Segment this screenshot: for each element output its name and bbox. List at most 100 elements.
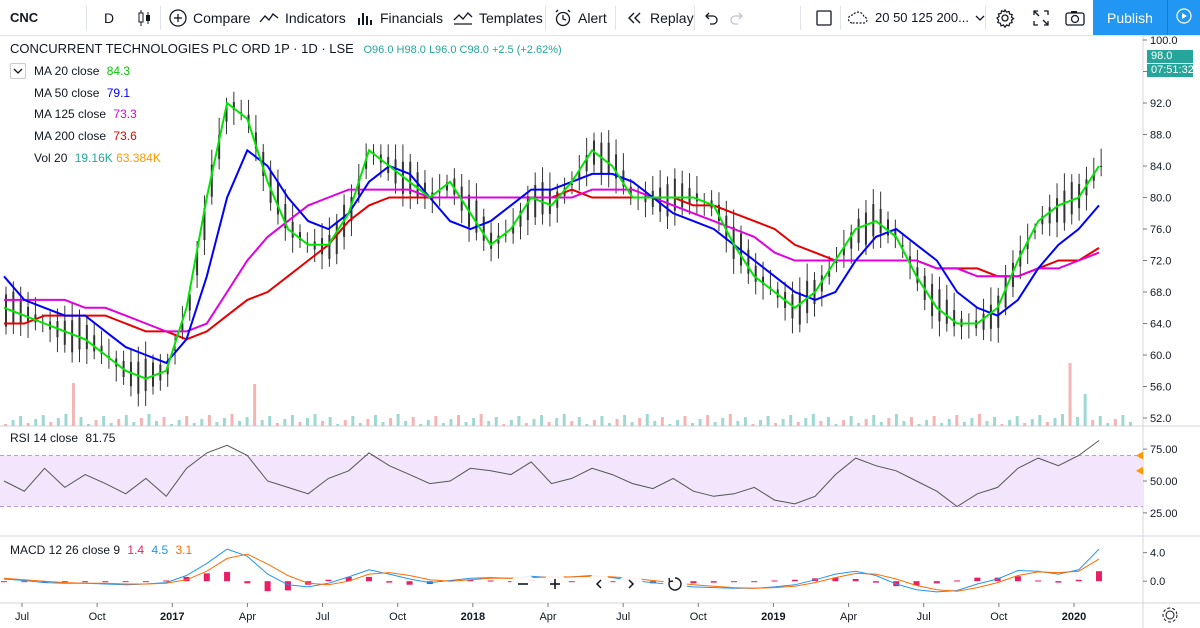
volume-bar	[985, 421, 989, 426]
candle-body	[938, 289, 941, 322]
templates-button[interactable]: Templates	[452, 0, 543, 35]
macd-histogram-bar	[102, 581, 109, 583]
high-value: H98.0	[396, 44, 426, 56]
macd-histogram-bar	[1096, 571, 1102, 582]
candle-body	[548, 189, 551, 214]
candle-body	[982, 313, 985, 330]
financials-button[interactable]: Financials	[355, 0, 443, 35]
replay-button[interactable]: Replay	[625, 0, 694, 35]
symbol-title: CONCURRENT TECHNOLOGIES PLC ORD 1P · 1D …	[10, 41, 354, 56]
legend-ma20[interactable]: MA 20 close 84.3	[34, 64, 130, 78]
open-value: O96.0	[363, 44, 394, 56]
volume-bar	[139, 418, 143, 426]
scroll-left-button[interactable]	[587, 573, 611, 597]
volume-bar	[683, 416, 687, 426]
volume-bar	[26, 423, 30, 426]
volume-bar	[283, 419, 287, 426]
time-axis-label: Oct	[89, 611, 106, 623]
volume-bar	[675, 420, 679, 426]
reset-chart-button[interactable]	[663, 573, 687, 597]
time-axis-label: Jul	[917, 611, 931, 623]
publish-label: Publish	[1107, 9, 1153, 26]
volume-bar	[426, 420, 430, 426]
legend-rsi[interactable]: RSI 14 close 81.75	[10, 431, 115, 445]
volume-bar	[56, 418, 60, 426]
volume-bar	[713, 422, 717, 426]
volume-bar	[736, 421, 740, 426]
legend-ma125[interactable]: MA 125 close 73.3	[34, 107, 137, 121]
volume-bar	[819, 421, 823, 426]
legend-ma50[interactable]: MA 50 close 79.1	[34, 86, 130, 100]
volume-bar	[1008, 420, 1012, 426]
compare-button[interactable]: Compare	[168, 0, 251, 35]
macd-histogram-bar	[731, 581, 737, 583]
ma20-label: MA 20 close	[34, 64, 100, 78]
candle-body	[666, 184, 669, 217]
legend-volume[interactable]: Vol 20 19.16K 63.384K	[34, 151, 161, 165]
volume-bar	[275, 423, 279, 426]
alert-label: Alert	[578, 9, 607, 26]
macd-histogram-bar	[21, 581, 28, 583]
macd-histogram-bar	[771, 580, 778, 582]
volume-bar	[842, 420, 846, 426]
chart-style-button[interactable]	[134, 0, 154, 35]
close-value: C98.0	[459, 44, 489, 56]
volume-bar	[615, 419, 619, 426]
volume-bar	[1068, 363, 1072, 426]
candle-body	[137, 361, 140, 394]
snapshot-button[interactable]	[1064, 0, 1086, 35]
settings-button[interactable]	[995, 0, 1015, 35]
volume-bar	[464, 422, 468, 426]
candle-body	[1085, 179, 1088, 196]
macd-histogram-bar	[183, 576, 190, 582]
volume-bar	[668, 424, 672, 426]
volume-bar	[230, 414, 234, 426]
volume-bar	[404, 421, 408, 426]
macd-histogram-bar	[487, 580, 494, 582]
volume-bar	[381, 422, 385, 426]
symbol-search-button[interactable]: CNC	[10, 0, 38, 35]
legend-macd[interactable]: MACD 12 26 close 9 1.4 4.5 3.1	[10, 543, 192, 557]
candle-body	[894, 229, 897, 238]
volume-bar	[562, 414, 566, 426]
legend-ma200[interactable]: MA 200 close 73.6	[34, 129, 137, 143]
volume-bar	[698, 419, 702, 426]
bar-chart-icon	[355, 8, 375, 28]
volume-bar	[1091, 420, 1095, 426]
candle-body	[747, 249, 750, 274]
time-axis-label: Oct	[690, 611, 707, 623]
candle-body	[857, 218, 860, 243]
macd-histogram-bar	[163, 580, 170, 582]
fullscreen-toggle[interactable]	[815, 0, 833, 35]
zoom-out-button[interactable]	[511, 573, 535, 597]
zoom-in-button[interactable]	[543, 573, 567, 597]
axis-settings-gear-icon[interactable]	[1162, 607, 1178, 623]
candles-icon	[134, 8, 154, 28]
volume-bar	[290, 415, 294, 426]
scroll-right-button[interactable]	[619, 573, 643, 597]
candle-body	[291, 221, 294, 238]
undo-button[interactable]	[702, 0, 720, 35]
indicators-button[interactable]: Indicators	[258, 0, 346, 35]
candle-body	[850, 232, 853, 249]
redo-button[interactable]	[728, 0, 746, 35]
legend-collapse-button[interactable]	[10, 63, 26, 79]
alert-button[interactable]: Alert	[553, 0, 607, 35]
macd-histogram-bar	[244, 581, 251, 584]
toolbar-divider	[160, 6, 161, 30]
macd-histogram-bar	[61, 581, 68, 583]
interval-button[interactable]: D	[104, 0, 114, 35]
volume-bar	[11, 420, 15, 426]
maximize-button[interactable]	[1032, 0, 1050, 35]
volume-bar	[1015, 416, 1019, 426]
volume-bar	[185, 416, 189, 426]
candle-body	[1070, 182, 1073, 215]
candle-body	[5, 294, 7, 327]
rsi-axis-label: 25.00	[1150, 508, 1178, 520]
chart-canvas[interactable]: 100.096.092.088.084.080.076.072.068.064.…	[0, 36, 1200, 628]
layout-button[interactable]: 20 50 125 200...	[846, 0, 985, 35]
publish-button[interactable]: Publish	[1093, 0, 1200, 35]
gear-icon	[995, 8, 1015, 28]
publish-menu-button[interactable]	[1167, 0, 1200, 35]
volume-bar	[834, 424, 838, 426]
